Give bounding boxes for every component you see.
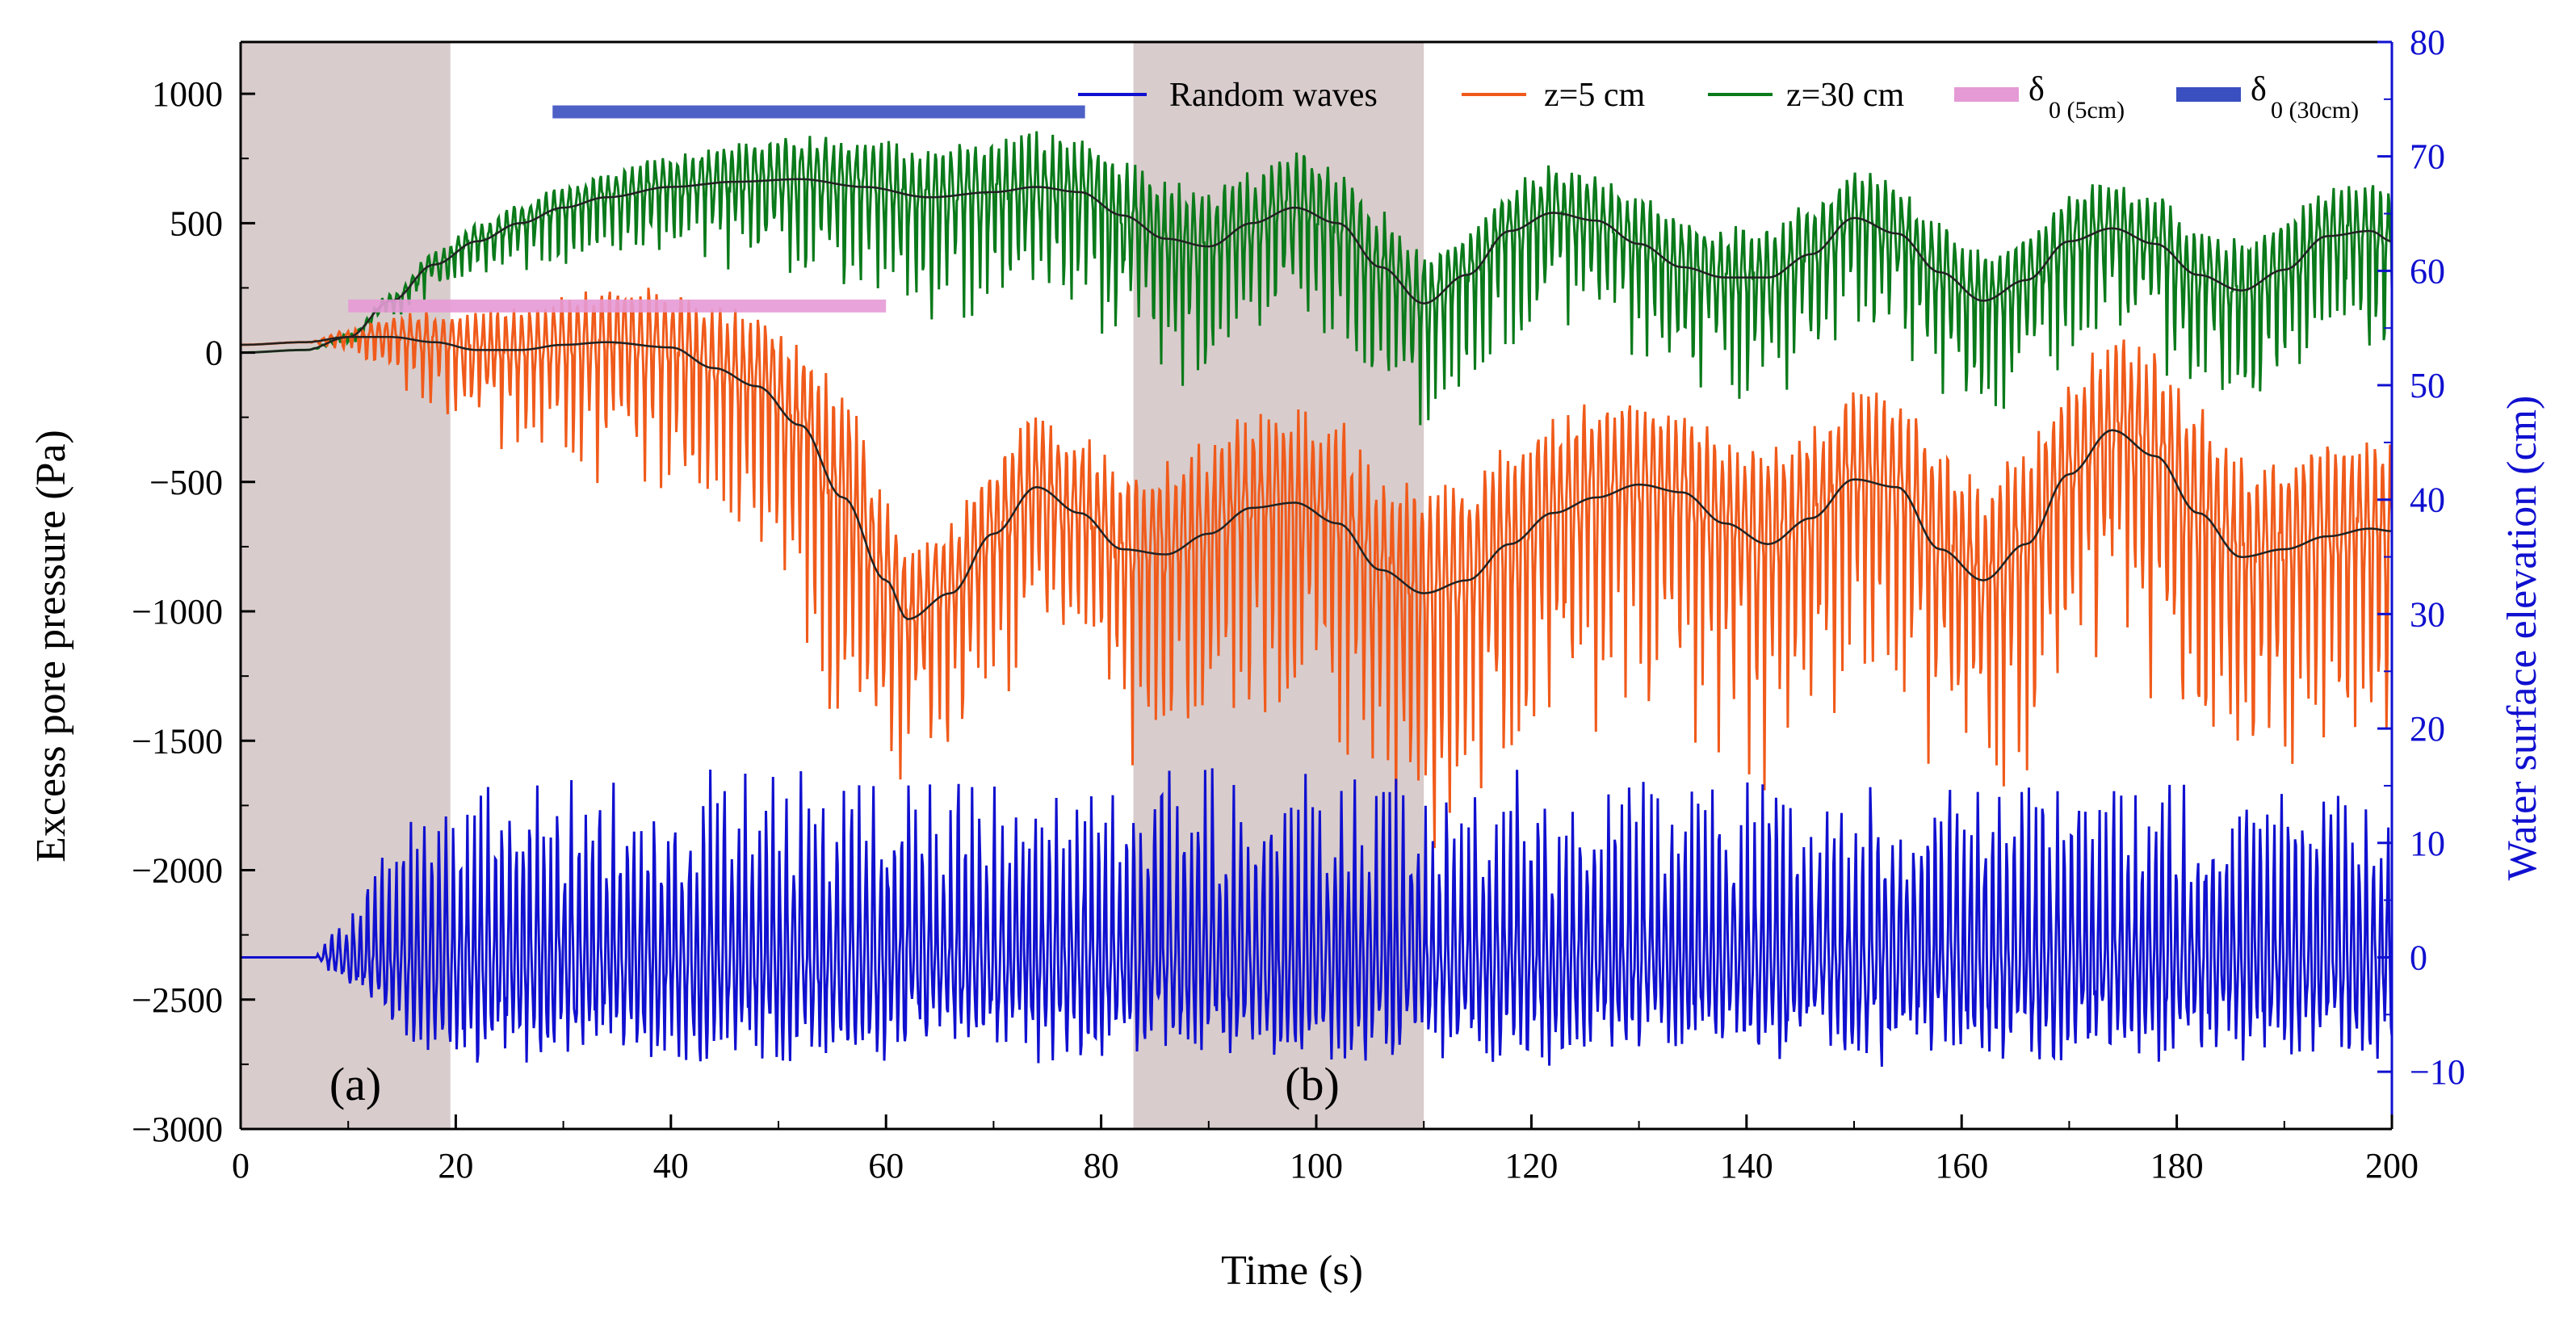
y-tick-label-right: 80 [2410, 23, 2445, 62]
panel-label-a: (a) [329, 1058, 381, 1110]
x-tick-label: 100 [1290, 1146, 1343, 1186]
y-tick-label-left: 0 [205, 334, 223, 373]
y-tick-label-right: 40 [2410, 481, 2445, 520]
y-tick-label-right: 30 [2410, 594, 2445, 634]
legend: Random waves z=5 cm z=30 cm δ 0 (5cm) δ … [1078, 71, 2359, 124]
y-tick-label-left: −1000 [132, 592, 223, 632]
y-tick-label-left: −1500 [132, 721, 223, 761]
legend-label-delta-5cm: δ [2028, 71, 2045, 108]
legend-sub-delta-30cm: 0 (30cm) [2271, 97, 2359, 124]
tick-labels: 0 20 40 60 80 100 120 140 160 180 200−3000−2500−20… [132, 23, 2465, 1186]
legend-swatch-delta-5cm [1954, 87, 2019, 102]
legend-label-z5: z=5 cm [1544, 77, 1645, 114]
y-tick-label-left: −500 [149, 463, 223, 502]
y-tick-label-right: 20 [2410, 709, 2445, 749]
trend-line-z-5-cm [240, 336, 2393, 621]
y-tick-label-right: −10 [2410, 1052, 2465, 1092]
y-tick-label-right: 10 [2410, 824, 2445, 863]
y-tick-label-right: 60 [2410, 251, 2445, 291]
legend-sub-delta-5cm: 0 (5cm) [2049, 97, 2125, 124]
x-tick-label: 20 [438, 1146, 473, 1186]
legend-label-random-waves: Random waves [1169, 77, 1378, 114]
y-axis-title-left: Excess pore pressure (Pa) [28, 430, 74, 862]
x-tick-label: 180 [2150, 1146, 2204, 1186]
x-tick-label: 140 [1720, 1146, 1773, 1186]
x-tick-label: 160 [1935, 1146, 1988, 1186]
y-tick-label-right: 70 [2410, 137, 2445, 177]
y-tick-label-left: 500 [170, 204, 223, 243]
delta-bar-5cm [348, 299, 887, 313]
delta-bar-30cm [552, 105, 1085, 119]
y-axis-title-right: Water surface elevation (cm) [2499, 396, 2545, 881]
y-tick-label-right: 0 [2410, 938, 2427, 977]
axes [239, 40, 2393, 1131]
x-axis-title: Time (s) [1221, 1248, 1363, 1294]
delta-bars [348, 105, 1085, 313]
x-tick-label: 0 [232, 1146, 250, 1186]
legend-swatch-delta-30cm [2176, 87, 2241, 102]
y-tick-label-left: 1000 [152, 74, 223, 114]
y-tick-label-right: 50 [2410, 366, 2445, 405]
y-tick-label-left: −3000 [132, 1110, 223, 1149]
legend-label-delta-30cm: δ [2251, 71, 2267, 108]
y-tick-label-left: −2000 [132, 851, 223, 891]
panel-label-b: (b) [1285, 1058, 1340, 1110]
trend-line-z-30-cm [240, 178, 2393, 354]
series-line-random-waves [241, 768, 2393, 1067]
series-line-z-5-cm [241, 287, 2393, 849]
x-tick-label: 60 [868, 1146, 904, 1186]
x-tick-label: 120 [1504, 1146, 1558, 1186]
x-tick-label: 40 [653, 1146, 689, 1186]
y-tick-label-left: −2500 [132, 980, 223, 1020]
trend-lines [240, 178, 2393, 621]
x-tick-label: 80 [1084, 1146, 1119, 1186]
x-tick-label: 200 [2365, 1146, 2419, 1186]
legend-label-z30: z=30 cm [1786, 77, 1904, 114]
